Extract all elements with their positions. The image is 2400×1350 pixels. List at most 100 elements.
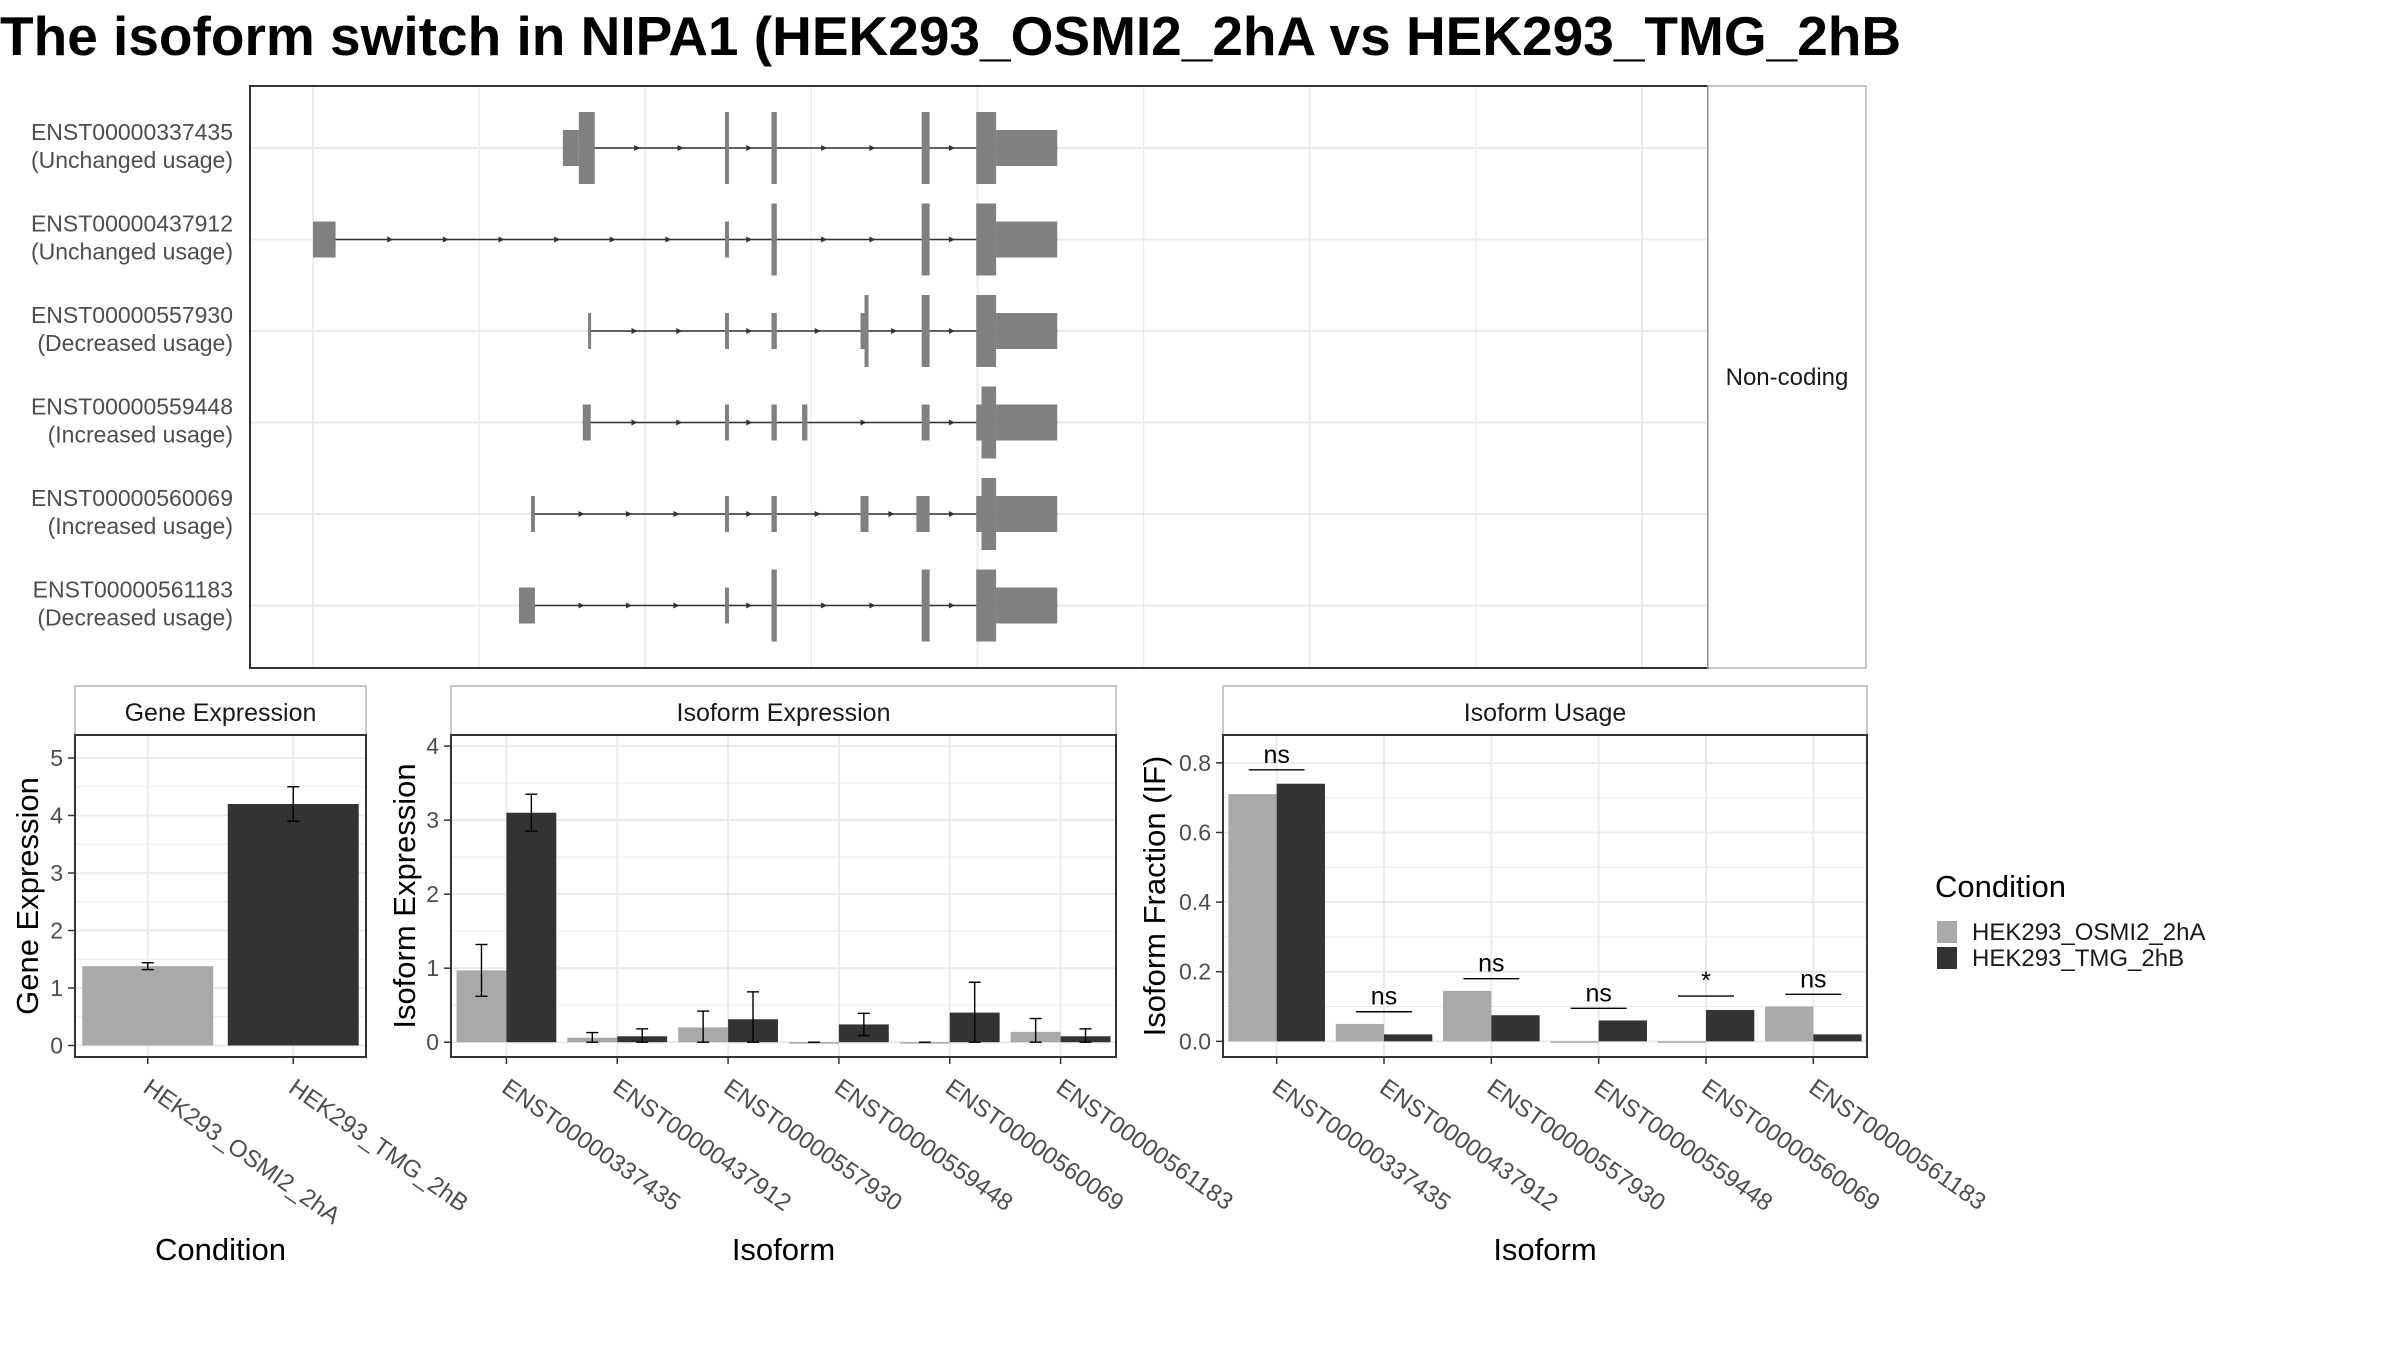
isoform-usage-significance-label: ns bbox=[1585, 979, 1611, 1007]
gene-expression-strip-label: Gene Expression bbox=[125, 699, 317, 727]
exon-cds bbox=[921, 203, 930, 276]
exon-cds bbox=[976, 112, 997, 184]
transcript-ENST00000559448 bbox=[582, 386, 1058, 459]
exon-utr bbox=[771, 496, 777, 532]
transcript-usage-label: (Increased usage) bbox=[48, 513, 233, 539]
exon-utr bbox=[996, 221, 1058, 258]
exon-utr bbox=[996, 496, 1058, 532]
isoform-usage-strip bbox=[1222, 685, 1868, 736]
intron-arrow bbox=[948, 511, 955, 517]
intron-arrow bbox=[814, 511, 821, 517]
gene-expression-yaxis-title: Gene Expression bbox=[10, 777, 45, 1015]
isoform-expression-bar bbox=[506, 812, 557, 1043]
intron-arrow bbox=[869, 602, 876, 609]
isoform-expression-ytick-label: 3 bbox=[426, 807, 439, 833]
transcript-ENST00000437912 bbox=[313, 203, 1058, 276]
isoform-expression-xtick-label: ENST00000561183 bbox=[1051, 1074, 1238, 1216]
isoform-expression-ytick-label: 4 bbox=[426, 733, 439, 759]
intron-arrow bbox=[814, 328, 821, 334]
exon-utr bbox=[996, 313, 1058, 349]
intron-arrow bbox=[746, 602, 753, 609]
transcript-usage-label: (Unchanged usage) bbox=[31, 147, 233, 173]
transcript-usage-label: (Decreased usage) bbox=[37, 605, 233, 631]
gene-expression-bar bbox=[82, 966, 214, 1046]
transcript-id-label: ENST00000437912 bbox=[31, 211, 233, 237]
intron-arrow bbox=[634, 145, 641, 151]
exon-utr bbox=[724, 404, 729, 441]
isoform-expression-xtick-label: ENST00000560069 bbox=[940, 1074, 1128, 1217]
exon-utr bbox=[562, 130, 579, 166]
gene-expression-ytick-label: 4 bbox=[50, 803, 63, 829]
transcript-id-label: ENST00000560069 bbox=[31, 485, 233, 511]
gene-expression-ytick-label: 5 bbox=[50, 745, 63, 771]
gene-expression-bar bbox=[227, 804, 359, 1046]
exon-utr bbox=[530, 496, 535, 532]
intron-arrow bbox=[888, 511, 895, 517]
intron-arrow bbox=[860, 419, 867, 426]
legend-label: HEK293_TMG_2hB bbox=[1972, 945, 2184, 972]
transcript-id-label: ENST00000557930 bbox=[31, 302, 233, 328]
exon-utr bbox=[588, 313, 592, 349]
isoform-usage-panel-border bbox=[1222, 734, 1868, 1058]
isoform-usage-xaxis-title: Isoform bbox=[1493, 1232, 1596, 1267]
exon-cds bbox=[771, 112, 777, 184]
intron-arrow bbox=[554, 236, 561, 243]
exon-utr bbox=[724, 496, 729, 532]
exon-utr bbox=[976, 496, 982, 532]
transcript-ENST00000337435 bbox=[562, 112, 1058, 184]
intron-arrow bbox=[578, 511, 585, 517]
intron-arrow bbox=[821, 602, 828, 609]
gene-expression-ytick-label: 1 bbox=[50, 975, 63, 1001]
exon-utr bbox=[582, 404, 591, 441]
isoform-usage-yaxis-title: Isoform Fraction (IF) bbox=[1137, 756, 1172, 1037]
isoform-usage-significance-label: * bbox=[1701, 967, 1711, 995]
exon-cds bbox=[771, 203, 777, 276]
intron-arrow bbox=[948, 419, 955, 426]
exon-cds bbox=[724, 112, 729, 184]
isoform-expression-bar bbox=[789, 1042, 839, 1044]
isoform-usage-xtick-label: ENST00000437912 bbox=[1375, 1074, 1563, 1217]
transcript-usage-label: (Increased usage) bbox=[48, 422, 233, 448]
intron-arrow bbox=[442, 236, 449, 243]
isoform-expression-xtick-label: ENST00000437912 bbox=[608, 1074, 796, 1217]
transcript-usage-label: (Unchanged usage) bbox=[31, 239, 233, 265]
intron-arrow bbox=[948, 602, 955, 609]
exon-utr bbox=[996, 587, 1058, 624]
isoform-expression-xtick-label: ENST00000557930 bbox=[719, 1074, 907, 1217]
intron-arrow bbox=[869, 236, 876, 243]
transcript-ENST00000560069 bbox=[530, 478, 1058, 550]
isoform-usage-xtick-label: ENST00000337435 bbox=[1267, 1074, 1455, 1217]
isoform-usage-significance-label: ns bbox=[1371, 983, 1397, 1011]
gene-expression-panel-border bbox=[74, 734, 367, 1058]
isoform-usage-ytick-label: 0.8 bbox=[1179, 750, 1211, 776]
legend-label: HEK293_OSMI2_2hA bbox=[1972, 919, 2205, 946]
isoform-usage-panel-bg bbox=[1223, 735, 1867, 1057]
intron-arrow bbox=[387, 236, 394, 243]
exon-cds bbox=[921, 112, 930, 184]
intron-arrow bbox=[746, 419, 753, 426]
exon-utr bbox=[771, 404, 777, 441]
intron-arrow bbox=[676, 328, 683, 334]
gene-expression-xaxis-title: Condition bbox=[155, 1232, 286, 1267]
isoform-usage-bar bbox=[1765, 1006, 1814, 1042]
isoform-usage-xtick-label: ENST00000557930 bbox=[1482, 1074, 1670, 1217]
isoform-usage-significance-label: ns bbox=[1263, 741, 1289, 769]
exon-utr bbox=[860, 496, 869, 532]
isoform-usage-bar bbox=[1491, 1015, 1540, 1042]
gene-expression-ytick-label: 2 bbox=[50, 918, 63, 944]
isoform-usage-xtick-label: ENST00000561183 bbox=[1804, 1074, 1991, 1216]
structure-strip-label: Non-coding bbox=[1726, 364, 1849, 391]
isoform-expression-bar bbox=[899, 1042, 950, 1044]
exon-cds bbox=[981, 386, 997, 459]
intron-arrow bbox=[631, 419, 638, 426]
exon-cds bbox=[578, 112, 595, 184]
isoform-expression-xtick-label: ENST00000337435 bbox=[497, 1074, 685, 1217]
isoform-expression-ytick-label: 1 bbox=[426, 955, 439, 981]
isoform-expression-ytick-label: 0 bbox=[426, 1029, 439, 1055]
exon-cds bbox=[921, 569, 930, 642]
isoform-usage-bar bbox=[1228, 794, 1277, 1042]
intron-arrow bbox=[948, 145, 955, 151]
exon-utr bbox=[518, 587, 535, 624]
exon-utr bbox=[771, 313, 777, 349]
